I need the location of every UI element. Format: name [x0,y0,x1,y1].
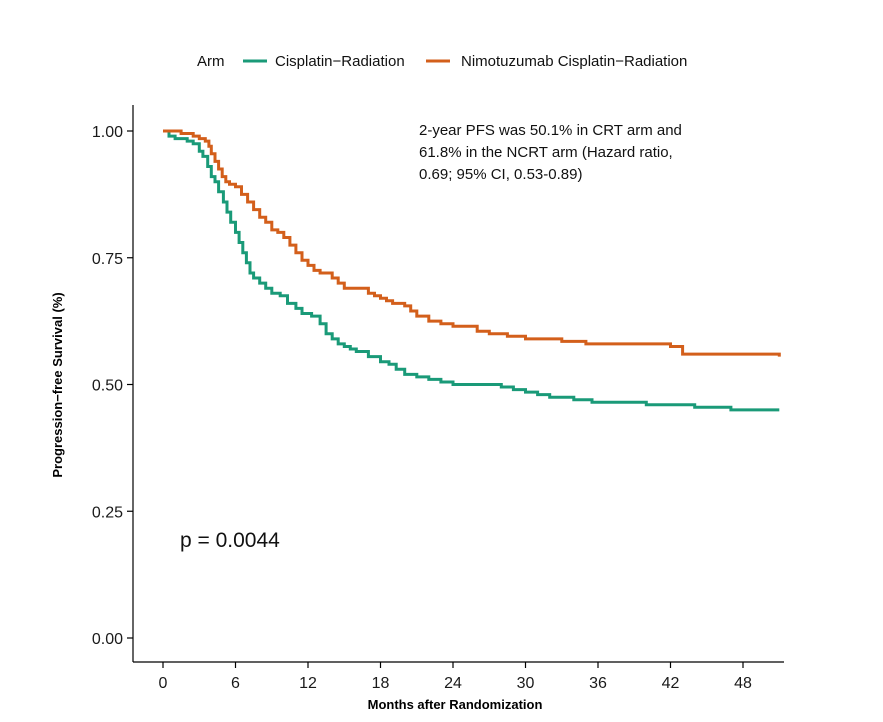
curve-cisplatin-radiation [163,129,780,412]
x-tick-label: 48 [734,675,752,692]
y-axis-ticks: 0.00 0.25 0.50 0.75 1.00 [92,124,133,648]
pfs-annotation: 2-year PFS was 50.1% in CRT arm and 61.8… [419,122,682,183]
pfs-annotation-line-1: 2-year PFS was 50.1% in CRT arm and [419,122,682,139]
p-value-label: p = 0.0044 [180,529,280,552]
x-tick-label: 42 [662,675,680,692]
y-tick-label: 0.00 [92,631,123,648]
x-tick-label: 12 [299,675,317,692]
series-layer [163,129,781,412]
y-tick-label: 1.00 [92,124,123,141]
curve-nimotuzumab-cisplatin-radiation [163,129,781,357]
x-tick-label: 30 [517,675,535,692]
legend-title: Arm [197,53,225,70]
legend-label-crt: Cisplatin−Radiation [275,53,405,70]
x-axis-title: Months after Randomization [368,697,543,712]
x-axis-ticks: 0 6 12 18 24 30 36 42 48 [159,662,752,692]
x-tick-label: 0 [159,675,168,692]
y-tick-label: 0.50 [92,378,123,395]
legend-label-ncrt: Nimotuzumab Cisplatin−Radiation [461,53,687,70]
pfs-annotation-line-2: 61.8% in the NCRT arm (Hazard ratio, [419,144,673,161]
x-tick-label: 18 [372,675,390,692]
y-tick-label: 0.75 [92,251,123,268]
y-axis-title: Progression−free Survival (%) [50,292,65,477]
legend: Arm Cisplatin−Radiation Nimotuzumab Cisp… [197,53,687,70]
x-tick-label: 36 [589,675,607,692]
y-tick-label: 0.25 [92,504,123,521]
x-tick-label: 24 [444,675,462,692]
x-tick-label: 6 [231,675,240,692]
pfs-annotation-line-3: 0.69; 95% CI, 0.53-0.89) [419,166,582,183]
